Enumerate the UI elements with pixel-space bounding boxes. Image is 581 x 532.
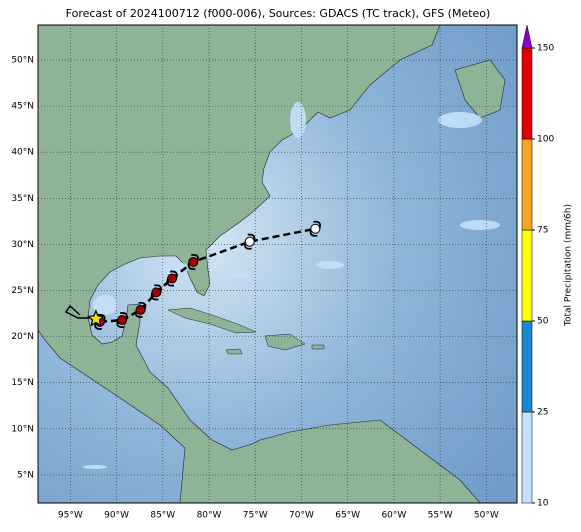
colorbar-segment [521,138,533,231]
colorbar-segment [521,411,533,504]
colorbar-segment [521,47,533,140]
tc-symbol [150,284,162,301]
land-hispaniola [264,333,306,351]
land-jamaica [225,348,243,355]
tc-symbol [116,312,128,329]
land-cuba [167,307,257,334]
lat-label: 30°N [11,240,34,250]
colorbar: 10 25 50 75 100 150 [521,24,554,509]
tc-eye [188,256,199,267]
lon-label: 70°W [289,511,314,521]
lon-label: 80°W [197,511,222,521]
tc-symbol [244,233,256,250]
tc-track [86,220,321,330]
lon-label: 60°W [381,511,406,521]
lat-label: 10°N [11,424,34,434]
tc-eye [244,236,255,247]
tc-eye [135,304,146,315]
colorbar-tick-label: 100 [537,135,554,145]
lat-label: 25°N [11,286,34,296]
lon-label: 85°W [150,511,175,521]
lon-label: 50°W [474,511,499,521]
tc-eye [151,287,162,298]
lon-label: 55°W [428,511,453,521]
tc-eye [310,223,321,234]
colorbar-segment [521,229,533,322]
map-frame [37,24,518,504]
land-newfoundland [454,59,506,119]
colorbar-tick-label: 75 [537,226,548,236]
tc-symbol [134,301,147,318]
colorbar-tick-label: 150 [537,44,554,54]
axes: 5°N 10°N 15°N 20°N 25°N 30°N 35°N 40°N 45°N 50°N 9… [11,56,499,521]
lat-label: 20°N [11,332,34,342]
past-track [64,304,96,319]
lat-label: 15°N [11,378,34,388]
current-position-star [86,309,106,327]
tc-symbol [309,220,321,237]
tc-symbol [187,253,199,270]
lon-label: 75°W [243,511,268,521]
precip-patches [83,102,500,469]
colorbar-extend [521,24,533,49]
lat-label: 35°N [11,194,34,204]
colorbar-segment [521,320,533,413]
map-area [38,25,517,503]
tc-symbol [166,270,178,287]
lon-label: 90°W [104,511,129,521]
colorbar-tick-label: 10 [537,499,549,509]
tc-eye [167,273,178,284]
lat-label: 40°N [11,148,34,158]
lat-label: 50°N [11,56,34,66]
colorbar-label: Total Precipitation (mm/6h) [564,204,574,327]
lon-label: 65°W [335,511,360,521]
land-puerto-rico [311,344,325,350]
lon-label: 95°W [58,511,83,521]
graticule [38,25,517,503]
colorbar-tick-label: 50 [537,317,549,327]
colorbar-tick-label: 25 [537,408,548,418]
lat-label: 45°N [11,102,34,112]
title: Forecast of 2024100712 (f000-006), Sourc… [66,7,491,20]
tc-eye [117,315,128,326]
lat-label: 5°N [17,470,34,480]
